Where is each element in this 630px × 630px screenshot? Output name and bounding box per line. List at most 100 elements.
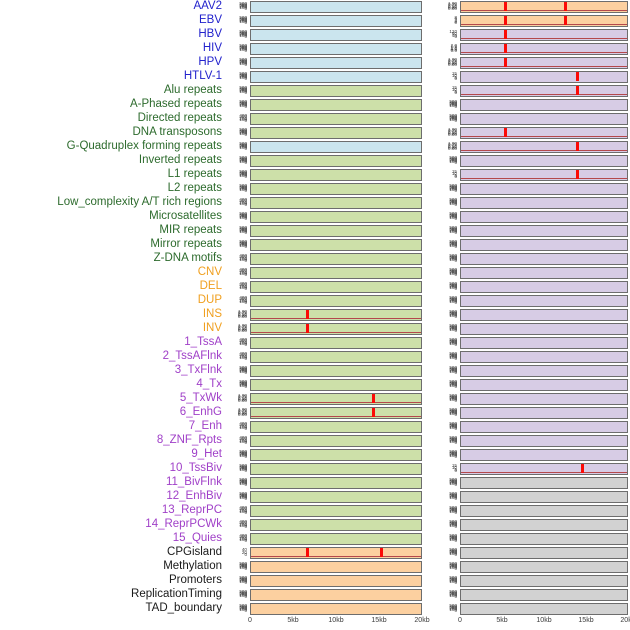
track-panel-left: 500 400 300 200 100 0 500 400 300 200 100 0 500 400 30… <box>226 0 430 630</box>
y-tick-label: 0 <box>454 468 457 474</box>
track-plot-box <box>250 309 422 321</box>
track-peak-marker <box>504 2 508 11</box>
track-row: 500 400 300 200 100 0 <box>226 448 424 462</box>
track-y-axis: 500 400 300 200 100 0 <box>226 448 248 462</box>
track-y-axis: 500 400 300 200 100 0 <box>436 574 458 588</box>
track-peak-marker <box>504 16 508 25</box>
y-tick-label: 1.00 <box>238 393 247 398</box>
track-y-axis: 500 400 300 200 100 0 <box>436 196 458 210</box>
y-tick-label: 300 <box>449 521 457 527</box>
y-tick-label: 400 <box>449 282 457 288</box>
track-label: Directed repeats <box>137 111 222 124</box>
y-tick-label: 300 <box>239 520 247 526</box>
track-row: 500 400 300 200 100 0 <box>436 112 630 126</box>
y-tick-label: 100 <box>239 369 247 375</box>
y-tick-label: 400 <box>239 295 247 300</box>
track-row: 400 300 200 100 0 <box>226 504 424 518</box>
y-tick-label: 200 <box>239 115 247 121</box>
y-tick-label: 100 <box>449 565 457 571</box>
y-tick-label: 0.00 <box>238 398 247 404</box>
y-tick-label: 100 <box>239 467 247 473</box>
y-tick-label: 20 <box>241 549 247 555</box>
track-y-axis: 500 400 300 200 100 0 <box>436 476 458 490</box>
track-y-axis: 500 400 300 200 100 0 <box>436 546 458 560</box>
y-tick-label: 0.50 <box>238 395 247 401</box>
y-tick-label: 0 <box>454 482 457 488</box>
track-y-axis: 500 400 300 200 100 0 <box>226 140 248 154</box>
y-tick-label: 500 <box>449 533 457 538</box>
y-tick-label: 500 <box>449 99 457 104</box>
y-tick-label: 500 <box>449 239 457 244</box>
track-y-axis: 500 400 300 200 100 0 <box>226 490 248 504</box>
y-tick-label: 400 <box>239 16 247 22</box>
track-row: 500 400 300 200 100 0 <box>226 364 424 378</box>
y-tick-label: 300 <box>239 3 247 9</box>
track-y-axis: 500 400 300 200 100 0 <box>436 420 458 434</box>
track-baseline <box>251 401 421 403</box>
y-tick-label: 200 <box>449 438 457 444</box>
track-plot-box <box>460 295 628 307</box>
y-tick-label: 100 <box>239 523 247 529</box>
y-tick-label: 300 <box>239 338 247 344</box>
track-row: 400 300 200 100 0 <box>226 266 424 280</box>
y-tick-label: 200 <box>449 326 457 332</box>
y-tick-label: 0.50 <box>448 3 457 9</box>
track-y-axis: 400 300 200 100 0 <box>226 112 248 126</box>
y-tick-label: 0 <box>244 20 247 26</box>
track-plot-box <box>250 127 422 139</box>
y-tick-label: 0 <box>244 62 247 68</box>
track-y-axis: 40 20 0 <box>226 546 248 560</box>
track-plot-box <box>460 267 628 279</box>
y-tick-label: 100 <box>239 117 247 123</box>
track-y-axis: 400 300 200 100 0 <box>226 518 248 532</box>
y-tick-label: 100 <box>449 509 457 515</box>
track-y-axis: 400 300 200 100 0 <box>226 350 248 364</box>
track-peak-marker <box>504 128 508 137</box>
y-tick-label: 200 <box>239 494 247 500</box>
y-tick-label: 0 <box>244 230 247 236</box>
y-tick-label: 300 <box>239 59 247 65</box>
y-tick-label: 0 <box>244 34 247 40</box>
y-tick-label: 100 <box>239 425 247 431</box>
y-tick-label: 0 <box>244 216 247 222</box>
track-row: 500 400 300 200 100 0 <box>226 168 424 182</box>
y-tick-label: 2.0 <box>450 43 457 48</box>
track-plot-box <box>460 589 628 601</box>
y-tick-label: 0 <box>454 384 457 390</box>
y-tick-label: 0 <box>454 580 457 586</box>
y-tick-label: 400 <box>239 100 247 106</box>
y-tick-label: 200 <box>239 452 247 458</box>
track-y-axis: 500 400 300 200 100 0 <box>436 448 458 462</box>
track-plot-box <box>460 407 628 419</box>
track-y-axis: 500 400 300 200 100 0 <box>436 518 458 532</box>
x-tick-label: 5kb <box>287 617 299 624</box>
y-tick-label: 0.50 <box>238 311 247 317</box>
y-tick-label: 500 <box>449 351 457 356</box>
track-plot-box <box>250 547 422 559</box>
y-tick-label: 400 <box>449 520 457 526</box>
y-tick-label: 300 <box>449 353 457 359</box>
y-tick-label: 200 <box>239 480 247 486</box>
y-tick-label: 0 <box>244 370 247 376</box>
y-tick-label: 200 <box>449 536 457 542</box>
y-tick-label: 100 <box>239 509 247 515</box>
y-tick-label: 400 <box>239 464 247 470</box>
y-tick-label: 400 <box>449 226 457 232</box>
y-tick-label: 400 <box>239 184 247 190</box>
track-row: 500 400 300 200 100 0 <box>436 434 630 448</box>
y-tick-label: 100 <box>449 439 457 445</box>
y-tick-label: 500 <box>239 43 247 48</box>
y-tick-label: 100 <box>239 103 247 109</box>
y-tick-label: 400 <box>449 562 457 568</box>
track-row: 500 400 300 200 100 0 <box>436 588 630 602</box>
y-tick-label: 100 <box>449 159 457 165</box>
y-tick-label: 300 <box>449 339 457 345</box>
track-plot-box <box>250 85 422 97</box>
y-tick-label: 15 <box>451 463 457 468</box>
y-tick-label: 400 <box>239 576 247 582</box>
track-row: 500 400 300 200 100 0 <box>226 70 424 84</box>
track-y-axis: 500 400 300 200 100 0 <box>436 504 458 518</box>
y-tick-label: 400 <box>449 240 457 246</box>
x-tick-label: 15kb <box>371 617 387 624</box>
y-tick-label: 300 <box>449 311 457 317</box>
